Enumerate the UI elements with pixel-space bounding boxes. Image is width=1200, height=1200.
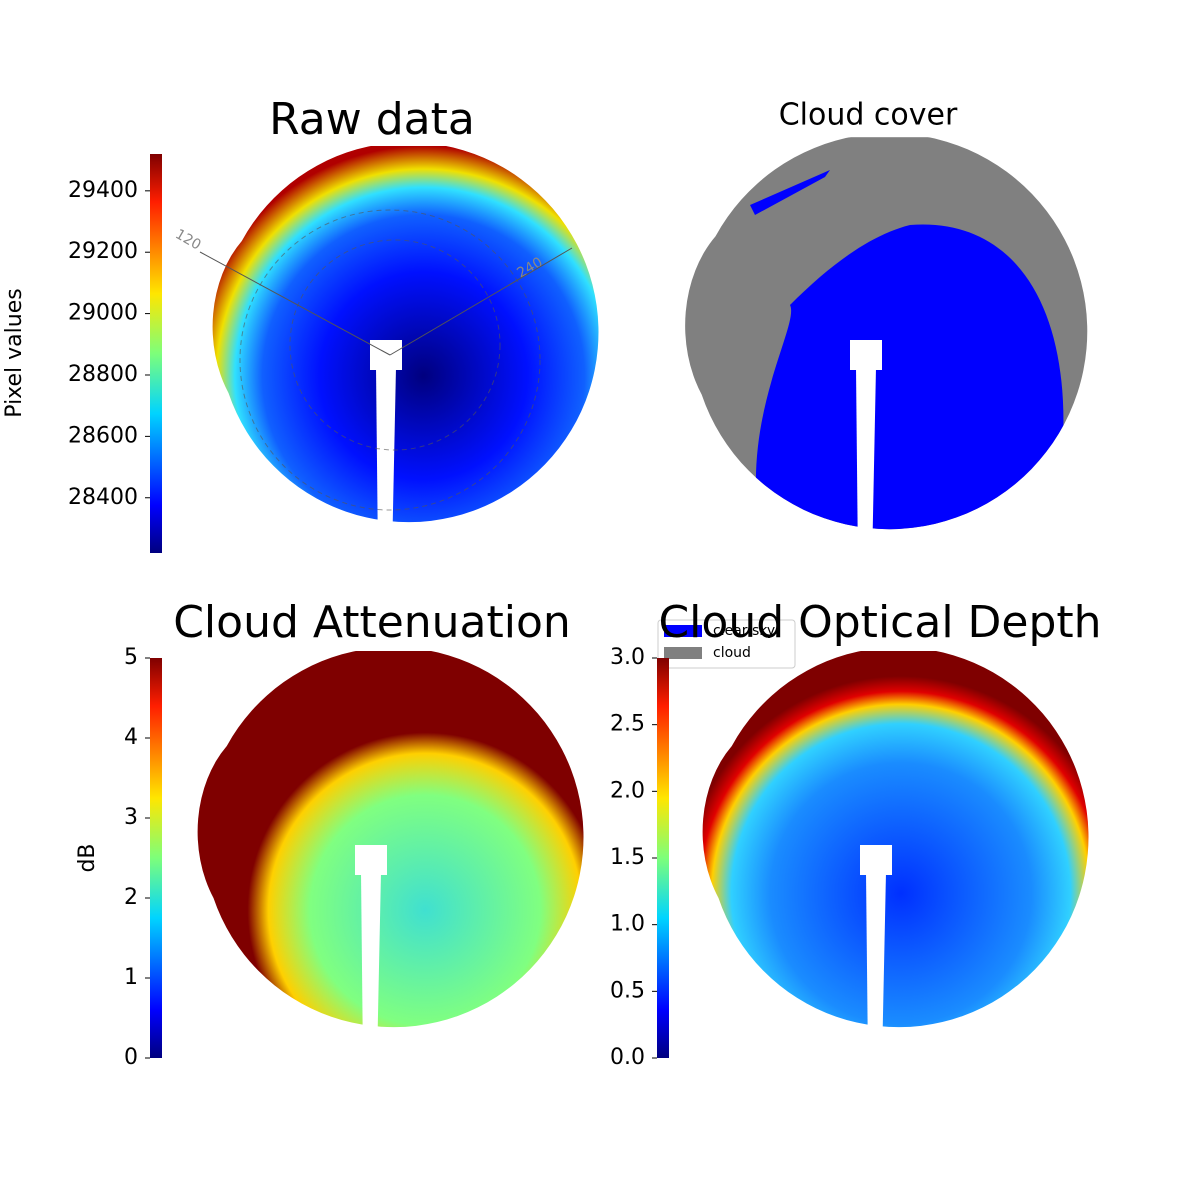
mast-head	[355, 845, 387, 875]
colorbar-tick-label: 29400	[68, 178, 138, 203]
clear-sky-region	[750, 170, 830, 215]
panel-title: Raw data	[269, 94, 475, 145]
legend-swatch	[664, 625, 702, 637]
polar-label: 120	[172, 226, 203, 253]
colorbar-tick-label: 3	[124, 805, 138, 830]
panel-title: Cloud Attenuation	[173, 597, 571, 648]
sky-fill	[212, 146, 599, 523]
colorbar-label: dB	[75, 843, 100, 872]
colorbar	[150, 154, 162, 553]
colorbar-tick-label: 2.5	[610, 712, 645, 737]
sky-fill	[197, 651, 584, 1028]
mast	[866, 872, 886, 1062]
colorbar-tick-label: 0.5	[610, 978, 645, 1003]
colorbar-tick-label: 5	[124, 645, 138, 670]
colorbar-tick-label: 1	[124, 965, 138, 990]
legend-swatch	[664, 647, 702, 659]
colorbar-tick-label: 3.0	[610, 645, 645, 670]
colorbar	[657, 658, 669, 1058]
polar-spoke	[389, 247, 573, 356]
colorbar-tick-label: 28400	[68, 485, 138, 510]
clear-sky-region	[755, 224, 1064, 530]
colorbar	[150, 658, 162, 1058]
mast	[376, 367, 396, 557]
colorbar-tick-label: 28800	[68, 362, 138, 387]
legend-label: cloud	[713, 645, 751, 661]
colorbar-tick-label: 29000	[68, 301, 138, 326]
mast	[856, 367, 876, 565]
legend: clear sky cloud	[657, 619, 796, 669]
polar-ring	[239, 209, 541, 511]
sky-fill	[702, 651, 1089, 1028]
mast-head	[850, 340, 882, 370]
sky-image	[685, 137, 1088, 530]
sky-image	[702, 651, 1089, 1028]
panel-title: Cloud Optical Depth	[658, 597, 1101, 648]
colorbar-tick-label: 29200	[68, 239, 138, 264]
colorbar-tick-label: 2	[124, 885, 138, 910]
mast-head	[370, 340, 402, 370]
sky-image	[212, 146, 599, 523]
colorbar-tick-label: 4	[124, 725, 138, 750]
panel-title: Cloud cover	[779, 98, 958, 133]
sky-image	[197, 651, 584, 1028]
mast-head	[860, 845, 892, 875]
colorbar-tick-label: 1.5	[610, 845, 645, 870]
mast	[361, 872, 381, 1062]
legend-label: clear sky	[713, 623, 775, 639]
colorbar-tick-label: 0	[124, 1045, 138, 1070]
colorbar-tick-label: 1.0	[610, 912, 645, 937]
colorbar-tick-label: 28600	[68, 423, 138, 448]
colorbar-label: Pixel values	[2, 288, 27, 417]
polar-ring	[289, 239, 501, 451]
colorbar-tick-label: 0.0	[610, 1045, 645, 1070]
polar-spoke	[199, 251, 391, 356]
colorbar-tick-label: 2.0	[610, 778, 645, 803]
